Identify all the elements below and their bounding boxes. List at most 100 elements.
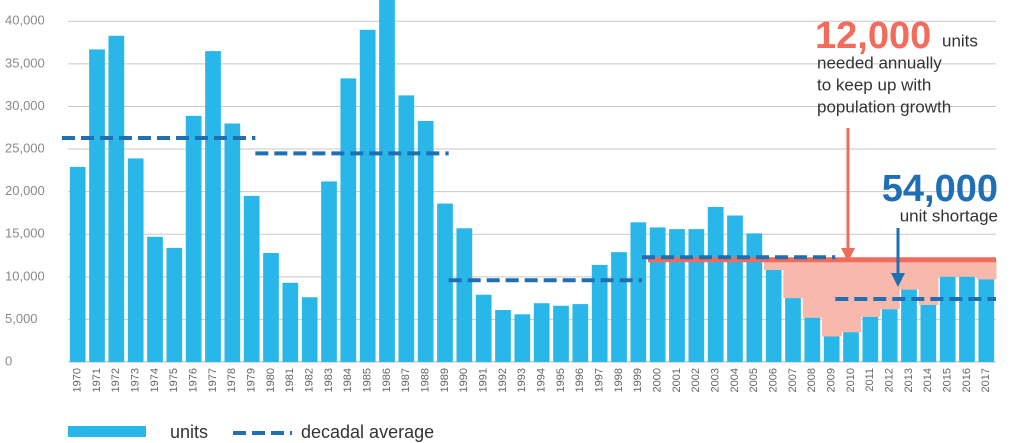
bar: [185, 115, 202, 362]
legend-label: decadal average: [301, 422, 434, 442]
shortage-area: [899, 259, 920, 290]
x-tick-label: 1995: [555, 368, 567, 392]
shortage-area: [918, 259, 939, 305]
bar: [340, 78, 357, 362]
bar: [669, 229, 685, 362]
x-tick-label: 2002: [690, 368, 702, 392]
bar: [69, 166, 86, 362]
x-tick-label: 1979: [246, 368, 258, 392]
bar: [688, 229, 705, 362]
x-tick-label: 2014: [922, 368, 934, 392]
bar: [707, 206, 724, 362]
bar: [939, 276, 956, 362]
x-tick-label: 2003: [710, 368, 722, 392]
bar: [437, 203, 453, 362]
x-tick-label: 1976: [188, 368, 200, 392]
bar: [823, 336, 840, 362]
bar: [224, 123, 241, 362]
bar: [843, 332, 859, 362]
bar: [147, 236, 163, 362]
bar: [243, 195, 260, 362]
x-tick-label: 1989: [439, 368, 451, 392]
need-text: population growth: [817, 97, 951, 116]
shortage-area: [976, 259, 997, 280]
x-tick-label: 1997: [594, 368, 606, 392]
x-tick-label: 1994: [536, 368, 548, 392]
x-tick-label: 1972: [110, 368, 122, 392]
bar: [533, 303, 550, 362]
bar: [398, 95, 415, 362]
legend-swatch: [68, 426, 146, 437]
bar: [746, 233, 763, 362]
x-tick-label: 2016: [961, 368, 973, 392]
bar: [475, 294, 492, 362]
bar: [379, 0, 395, 362]
bar: [456, 228, 473, 362]
arrow-head: [891, 273, 905, 287]
bar: [108, 35, 125, 363]
bar: [862, 316, 879, 362]
y-tick-label: 20,000: [5, 183, 45, 198]
x-tick-label: 1981: [284, 368, 296, 392]
x-tick-label: 1971: [91, 368, 103, 392]
bar: [301, 297, 318, 362]
x-tick-label: 2017: [980, 368, 992, 392]
shortage-area: [822, 259, 842, 337]
x-tick-label: 1977: [207, 368, 219, 392]
x-tick-label: 1996: [574, 368, 586, 392]
bar: [785, 298, 801, 362]
x-tick-label: 1982: [304, 368, 316, 392]
x-tick-label: 2004: [729, 368, 741, 392]
y-tick-label: 5,000: [5, 311, 38, 326]
need-label: 12,000: [815, 15, 931, 57]
bar: [553, 305, 569, 362]
x-tick-label: 1978: [226, 368, 238, 392]
bar: [166, 247, 183, 362]
x-tick-label: 1987: [400, 368, 412, 392]
bar: [630, 222, 647, 362]
x-tick-label: 2000: [652, 368, 664, 392]
x-tick-label: 1986: [381, 368, 393, 392]
bar: [901, 289, 917, 362]
x-tick-label: 1975: [168, 368, 180, 392]
shortage-area: [783, 259, 804, 299]
x-tick-label: 1974: [149, 368, 161, 392]
shortage-label: 54,000: [882, 168, 998, 210]
y-tick-label: 0: [5, 353, 12, 368]
x-tick-label: 1983: [323, 368, 335, 392]
bar: [765, 270, 782, 362]
x-tick-label: 2013: [903, 368, 915, 392]
x-tick-label: 2005: [748, 368, 760, 392]
bar: [611, 252, 627, 362]
bar: [359, 29, 376, 362]
bar: [205, 51, 221, 362]
x-tick-label: 2012: [884, 368, 896, 392]
x-tick-label: 1973: [130, 368, 142, 392]
bar: [321, 181, 337, 362]
x-tick-label: 1985: [362, 368, 374, 392]
bar: [978, 279, 995, 362]
shortage-area: [802, 259, 823, 318]
bar: [89, 49, 105, 363]
shortage-text: unit shortage: [900, 206, 998, 225]
bar: [127, 158, 144, 362]
shortage-area: [764, 259, 784, 271]
y-tick-label: 25,000: [5, 140, 45, 155]
bar: [572, 304, 589, 362]
x-tick-label: 1984: [342, 368, 354, 392]
bar: [920, 304, 937, 362]
shortage-area: [860, 259, 881, 317]
x-tick-label: 2010: [845, 368, 857, 392]
arrow-head: [841, 248, 855, 262]
x-tick-label: 2008: [806, 368, 818, 392]
x-tick-label: 1993: [516, 368, 528, 392]
need-text: needed annually: [817, 53, 942, 72]
x-tick-label: 2007: [787, 368, 799, 392]
bar: [417, 120, 434, 362]
bar: [804, 317, 821, 362]
bar: [514, 314, 531, 362]
x-tick-label: 2015: [942, 368, 954, 392]
shortage-area: [880, 259, 900, 310]
x-tick-label: 1999: [632, 368, 644, 392]
